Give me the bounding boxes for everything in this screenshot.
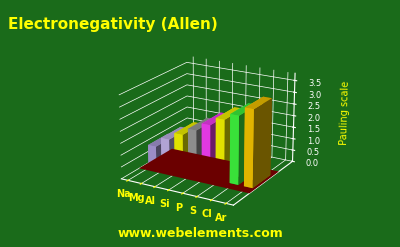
- Text: www.webelements.com: www.webelements.com: [117, 226, 283, 240]
- Text: Electronegativity (Allen): Electronegativity (Allen): [8, 17, 218, 32]
